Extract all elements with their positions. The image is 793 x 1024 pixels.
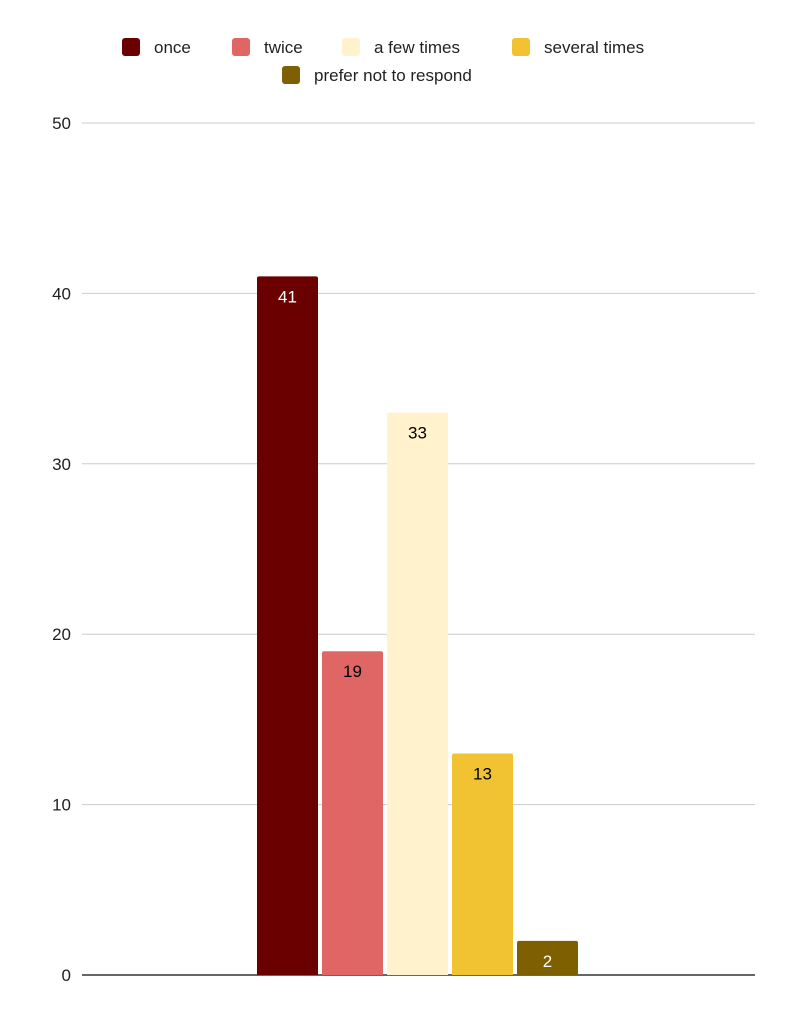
y-tick-label-50: 50 [52,114,71,133]
legend-swatch-twice [232,38,250,56]
data-labels: 41 19 33 13 2 [278,287,552,971]
legend-item-a-few-times: a few times [342,38,460,57]
bar-once [257,276,318,975]
legend-swatch-prefer-not-to-respond [282,66,300,84]
legend-label-once: once [154,38,191,57]
bar-a-few-times [387,412,448,975]
data-label-twice: 19 [343,662,362,681]
legend-label-a-few-times: a few times [374,38,460,57]
legend-swatch-several-times [512,38,530,56]
legend-label-prefer-not-to-respond: prefer not to respond [314,66,472,85]
legend-item-once: once [122,38,191,57]
legend-swatch-a-few-times [342,38,360,56]
y-tick-label-30: 30 [52,455,71,474]
y-axis: 0 10 20 30 40 50 [52,114,71,985]
legend-item-twice: twice [232,38,303,57]
bar-several-times [452,753,513,975]
y-tick-label-10: 10 [52,796,71,815]
bar-prefer-not-to-respond [517,940,578,975]
y-tick-label-0: 0 [62,966,71,985]
legend-label-several-times: several times [544,38,644,57]
data-label-once: 41 [278,287,297,306]
data-label-prefer-not-to-respond: 2 [543,952,552,971]
data-label-a-few-times: 33 [408,424,427,443]
legend-item-prefer-not-to-respond: prefer not to respond [282,66,472,85]
legend-label-twice: twice [264,38,303,57]
y-tick-label-40: 40 [52,284,71,303]
bars [257,276,578,975]
bar-twice [322,651,383,975]
data-label-several-times: 13 [473,764,492,783]
legend-item-several-times: several times [512,38,644,57]
legend: once twice a few times several times prefer … [122,38,644,85]
legend-swatch-once [122,38,140,56]
y-tick-label-20: 20 [52,625,71,644]
